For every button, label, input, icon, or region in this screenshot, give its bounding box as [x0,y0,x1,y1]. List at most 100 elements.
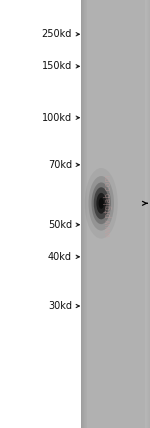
Bar [100,0,101,428]
Bar [148,0,149,428]
Bar [111,0,112,428]
Bar [85,0,86,428]
Bar [131,0,132,428]
Bar [109,0,110,428]
Bar [84,0,85,428]
Bar [119,0,120,428]
Ellipse shape [92,182,111,224]
Bar [106,0,107,428]
Bar [113,0,114,428]
Ellipse shape [85,168,118,239]
Bar [127,0,128,428]
Bar [91,0,92,428]
Bar [102,0,103,428]
Bar [104,0,105,428]
Bar [111,0,112,428]
Bar [145,0,146,428]
Bar [92,0,93,428]
Text: 40kd: 40kd [48,252,72,262]
Bar [141,0,142,428]
Text: 250kd: 250kd [42,29,72,39]
Bar [81,0,82,428]
Bar [149,0,150,428]
Bar [126,0,127,428]
Bar [113,0,114,428]
Bar [120,0,121,428]
Bar [97,0,98,428]
Bar [147,0,148,428]
Bar [114,0,115,428]
Bar [93,0,94,428]
Bar [88,0,89,428]
Bar [122,0,123,428]
Bar [134,0,135,428]
Bar [142,0,143,428]
Bar [144,0,146,428]
Bar [94,0,95,428]
Text: www.ptglab.com: www.ptglab.com [103,174,112,237]
Bar [121,0,122,428]
Bar [129,0,130,428]
Ellipse shape [99,198,104,209]
Bar [87,0,88,428]
Bar [118,0,119,428]
Text: 150kd: 150kd [42,61,72,71]
Bar [91,0,92,428]
Bar [90,0,91,428]
Bar [86,0,87,428]
Bar [124,0,125,428]
Bar [123,0,124,428]
Bar [84,0,85,428]
Bar [98,0,99,428]
Bar [83,0,84,428]
Bar [101,0,102,428]
Bar [99,0,100,428]
Bar [106,0,108,428]
Text: 100kd: 100kd [42,113,72,123]
Bar [109,0,110,428]
Bar [115,0,116,428]
Bar [103,0,104,428]
Bar [116,0,117,428]
Bar [140,0,141,428]
Bar [127,0,128,428]
Bar [129,0,130,428]
Bar [116,0,117,428]
Bar [98,0,99,428]
Bar [146,0,147,428]
Bar [135,0,137,428]
Bar [107,0,108,428]
Bar [112,0,113,428]
Bar [140,0,141,428]
Bar [89,0,90,428]
Bar [132,0,133,428]
Bar [144,0,145,428]
Bar [135,0,136,428]
Ellipse shape [94,187,109,219]
Bar [125,0,126,428]
Bar [89,0,90,428]
Text: 50kd: 50kd [48,220,72,230]
Ellipse shape [88,176,114,231]
Bar [143,0,144,428]
Bar [142,0,143,428]
Bar [82,0,83,428]
Bar [105,0,106,428]
Ellipse shape [96,193,106,214]
Bar [110,0,111,428]
Bar [108,0,109,428]
Bar [117,0,118,428]
Bar [122,0,123,428]
Bar [96,0,97,428]
Bar [138,0,139,428]
Bar [133,0,134,428]
Bar [93,0,94,428]
Bar [104,0,105,428]
Bar [95,0,96,428]
Bar [128,0,129,428]
Bar [136,0,137,428]
Bar [82,0,83,428]
Text: 70kd: 70kd [48,160,72,170]
Bar [118,0,119,428]
Bar [138,0,139,428]
